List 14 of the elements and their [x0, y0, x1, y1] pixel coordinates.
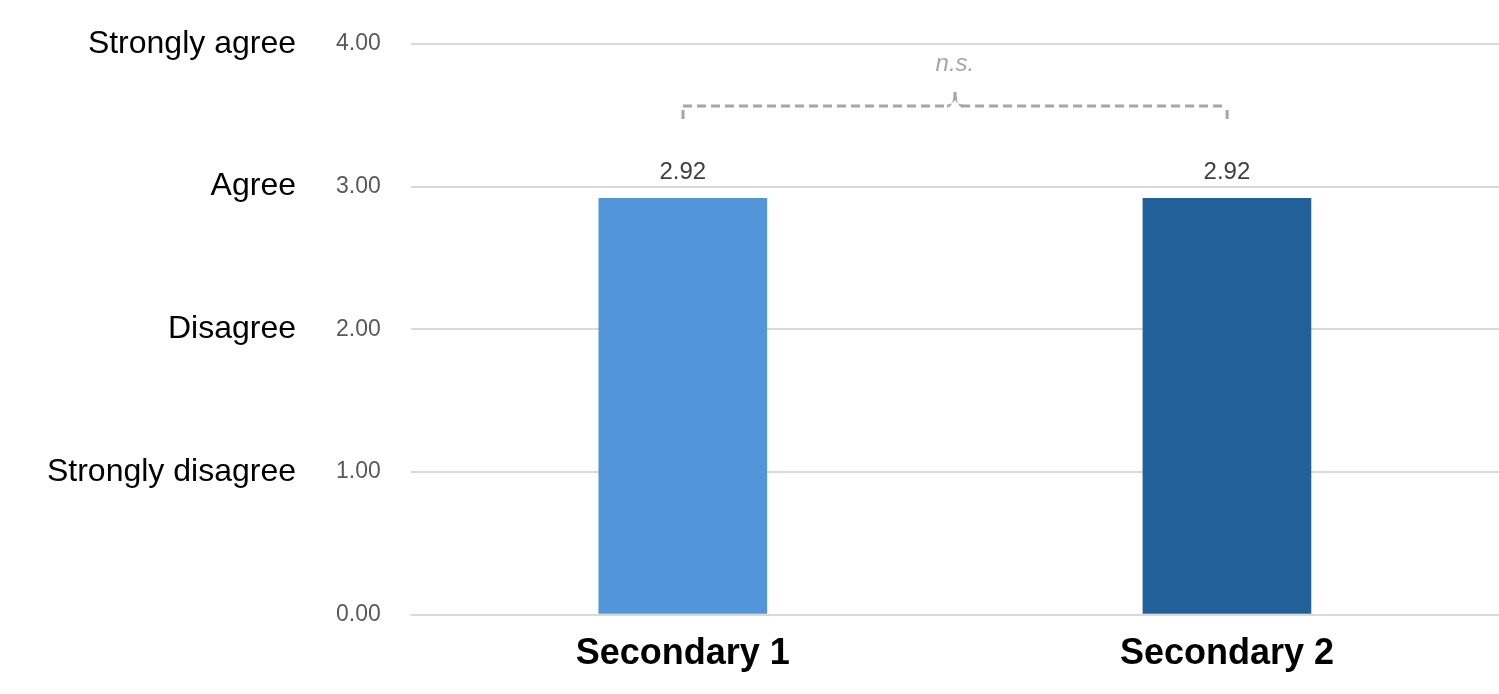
- y-tick-label: 0.00: [336, 600, 381, 627]
- y-tick-label: 4.00: [336, 29, 381, 56]
- y-tick-label: 1.00: [336, 457, 381, 484]
- text: Disagree: [167, 309, 296, 346]
- annotation: n.s.: [935, 48, 975, 76]
- text: Agree: [210, 166, 296, 203]
- text: Strongly disagree: [46, 451, 296, 488]
- data-label: 2.92: [659, 156, 707, 184]
- x-tick-label: Secondary 2: [1119, 631, 1334, 673]
- data-label: 2.92: [1203, 156, 1251, 184]
- y-tick-label: 3.00: [336, 171, 381, 198]
- y-tick-label: 2.00: [336, 314, 381, 341]
- x-tick-label: Secondary 1: [575, 631, 790, 673]
- text: Strongly agree: [87, 23, 296, 60]
